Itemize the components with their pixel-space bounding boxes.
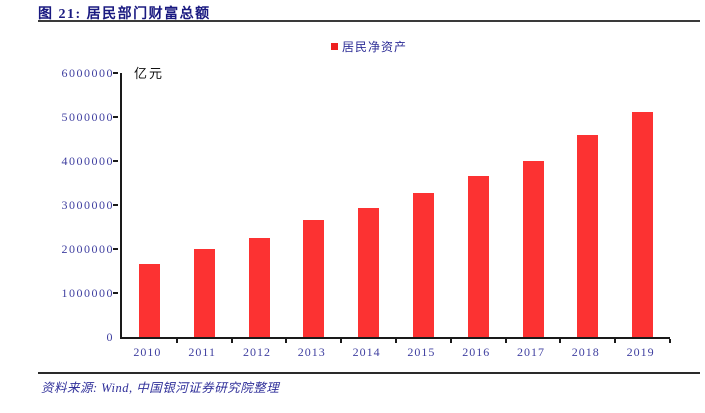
bar-2019 xyxy=(632,111,654,337)
x-tick-label: 2013 xyxy=(297,345,326,359)
y-tick xyxy=(113,72,118,74)
y-axis-unit-label: 亿元 xyxy=(134,66,165,81)
y-tick-label: 5000000 xyxy=(61,110,114,124)
x-tick xyxy=(285,339,288,343)
x-tick xyxy=(230,339,233,343)
plot-area xyxy=(113,72,671,343)
x-tick xyxy=(340,339,343,343)
bar-2011 xyxy=(193,249,215,337)
y-tick xyxy=(113,116,118,118)
x-tick xyxy=(175,339,178,343)
x-tick-label: 2015 xyxy=(407,345,436,359)
y-tick-label: 0 xyxy=(106,330,114,344)
figure-title: 图 21: 居民部门财富总额 xyxy=(38,7,211,22)
x-tick-label: 2019 xyxy=(626,345,655,359)
x-tick xyxy=(395,339,397,343)
x-tick xyxy=(449,339,452,343)
y-tick-label: 6000000 xyxy=(61,66,114,80)
bar-2015 xyxy=(412,193,434,337)
x-tick-label: 2014 xyxy=(352,345,381,359)
x-tick-label: 2010 xyxy=(133,345,162,359)
bar-2018 xyxy=(577,135,599,337)
chart-legend: 居民净资产 xyxy=(331,38,407,55)
x-tick-label: 2017 xyxy=(517,345,545,359)
legend-label: 居民净资产 xyxy=(342,40,408,54)
y-tick-label: 4000000 xyxy=(61,154,114,168)
y-tick-label: 1000000 xyxy=(61,286,114,300)
bar-2012 xyxy=(248,238,270,337)
y-tick xyxy=(113,160,118,162)
bar-2017 xyxy=(522,161,544,337)
y-tick-label: 3000000 xyxy=(61,198,114,212)
bar-2013 xyxy=(303,219,325,337)
bar-2014 xyxy=(358,207,380,337)
y-tick xyxy=(113,292,118,294)
legend-marker-icon xyxy=(331,43,338,50)
title-rule xyxy=(38,20,700,22)
x-tick xyxy=(614,339,617,343)
x-tick-label: 2018 xyxy=(571,345,600,359)
source-note: 资料来源: Wind, 中国银河证券研究院整理 xyxy=(41,381,280,395)
footer-rule xyxy=(38,372,700,374)
x-tick xyxy=(669,339,671,343)
y-tick-label: 2000000 xyxy=(61,242,114,256)
x-tick xyxy=(504,339,507,343)
bar-2016 xyxy=(467,175,489,337)
x-tick-label: 2012 xyxy=(243,345,271,359)
x-tick xyxy=(559,339,562,343)
x-tick-label: 2016 xyxy=(462,345,491,359)
y-tick xyxy=(113,248,118,250)
y-tick xyxy=(113,204,118,206)
bar-2010 xyxy=(138,264,160,337)
x-tick-label: 2011 xyxy=(188,345,216,359)
